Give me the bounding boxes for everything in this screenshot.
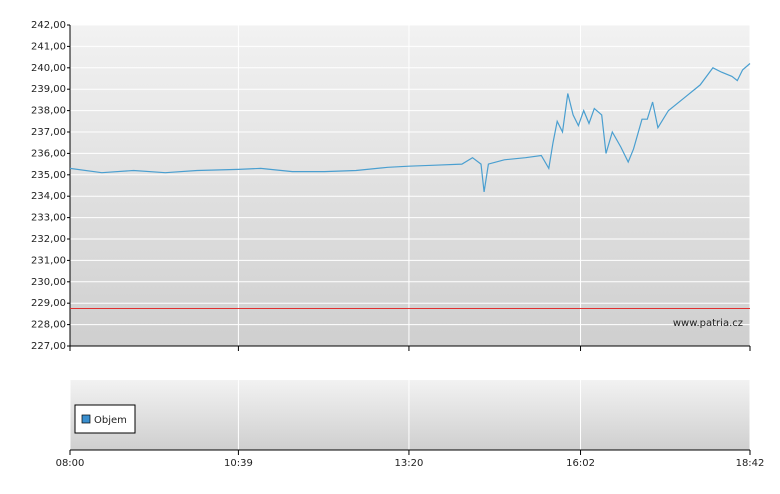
y-tick-label: 233,00 [31, 213, 66, 224]
y-tick-label: 236,00 [31, 148, 66, 159]
y-tick-label: 235,00 [31, 170, 66, 181]
y-tick-label: 240,00 [31, 63, 66, 74]
x-tick-label: 18:42 [736, 458, 765, 469]
price-line [69, 63, 751, 192]
y-tick-label: 231,00 [31, 255, 66, 266]
watermark: www.patria.cz [673, 318, 743, 329]
price-panel [70, 25, 750, 346]
x-tick-label: 13:20 [395, 458, 424, 469]
x-tick-label: 16:02 [566, 458, 595, 469]
y-tick-label: 242,00 [31, 20, 66, 31]
y-tick-label: 237,00 [31, 127, 66, 138]
y-tick-label: 239,00 [31, 84, 66, 95]
x-tick-label: 08:00 [56, 458, 85, 469]
y-tick-label: 238,00 [31, 106, 66, 117]
volume-panel [70, 380, 750, 450]
y-tick-label: 232,00 [31, 234, 66, 245]
legend-swatch [81, 414, 91, 424]
y-tick-label: 234,00 [31, 191, 66, 202]
legend-label: Objem [94, 415, 127, 426]
y-tick-label: 229,00 [31, 298, 66, 309]
y-tick-label: 241,00 [31, 41, 66, 52]
x-tick-label: 10:39 [224, 458, 253, 469]
y-tick-label: 227,00 [31, 341, 66, 352]
y-tick-label: 230,00 [31, 277, 66, 288]
y-tick-label: 228,00 [31, 320, 66, 331]
